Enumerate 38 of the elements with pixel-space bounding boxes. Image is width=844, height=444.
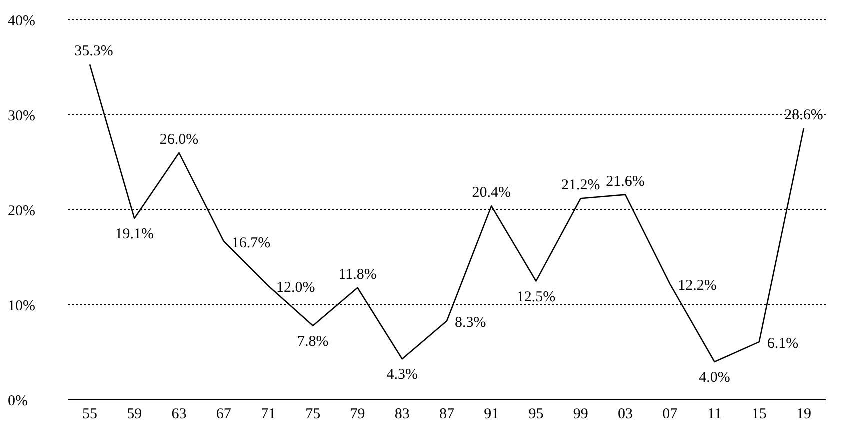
data-label: 4.3% xyxy=(386,367,418,384)
data-label: 35.3% xyxy=(74,44,114,60)
x-tick-label: 79 xyxy=(350,406,366,423)
data-label: 11.8% xyxy=(338,266,377,283)
data-label: 21.2% xyxy=(562,178,600,194)
x-tick-label: 75 xyxy=(306,406,321,423)
y-tick-label: 10% xyxy=(8,298,36,314)
x-tick-label: 91 xyxy=(484,406,500,423)
data-label: 19.1% xyxy=(115,226,154,243)
data-label: 7.8% xyxy=(298,334,329,350)
data-label: 26.0% xyxy=(160,132,199,148)
x-tick-label: 03 xyxy=(618,406,633,423)
x-tick-label: 11 xyxy=(708,406,722,423)
data-label: 12.0% xyxy=(276,280,316,296)
x-tick-label: 83 xyxy=(394,406,410,423)
y-tick-label: 20% xyxy=(8,203,36,220)
y-tick-label: 30% xyxy=(8,108,36,124)
x-tick-label: 55 xyxy=(82,406,98,423)
data-label: 16.7% xyxy=(232,235,271,252)
x-tick-label: 59 xyxy=(127,406,142,423)
x-tick-label: 19 xyxy=(796,406,812,423)
x-tick-label: 71 xyxy=(261,406,276,423)
y-tick-label: 40% xyxy=(8,13,36,30)
y-tick-label: 0% xyxy=(8,393,28,410)
x-tick-label: 99 xyxy=(573,406,588,423)
x-tick-label: 67 xyxy=(216,406,232,423)
x-tick-label: 95 xyxy=(528,406,544,423)
x-tick-label: 15 xyxy=(752,406,767,423)
x-tick-label: 87 xyxy=(440,406,455,423)
x-tick-label: 63 xyxy=(172,406,187,423)
data-label: 20.4% xyxy=(472,185,511,202)
x-tick-label: 07 xyxy=(662,406,678,423)
data-label: 8.3% xyxy=(455,315,486,332)
data-label: 12.2% xyxy=(678,278,717,294)
data-label: 6.1% xyxy=(767,336,799,352)
data-label: 4.0% xyxy=(699,370,730,386)
data-label: 21.6% xyxy=(606,174,645,190)
data-label: 12.5% xyxy=(516,289,556,306)
